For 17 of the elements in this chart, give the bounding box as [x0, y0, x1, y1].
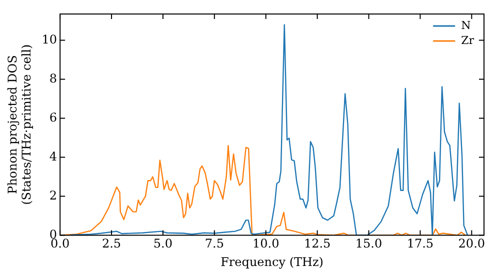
- x-tick-label: 7.5: [204, 236, 224, 251]
- x-tick-label: 10.0: [252, 236, 280, 251]
- x-tick-label: 20.0: [458, 236, 486, 251]
- y-tick-label: 8: [49, 71, 58, 86]
- x-tick-label: 15.0: [355, 236, 382, 251]
- legend-label: Zr: [461, 34, 475, 47]
- x-axis-title: Frequency (THz): [220, 254, 324, 269]
- y-tick-label: 2: [49, 188, 58, 202]
- y-tick-label: 4: [49, 149, 58, 164]
- legend-label: N: [461, 18, 472, 32]
- x-tick-label: 2.5: [102, 236, 122, 251]
- y-tick-label: 10: [42, 32, 58, 46]
- y-axis-title: Phonon projected DOS (States/THz·primitive cell): [5, 44, 34, 205]
- y-tick-label: 6: [49, 110, 58, 124]
- x-tick-label: 5.0: [153, 236, 173, 251]
- x-tick-label: 17.5: [406, 236, 434, 251]
- x-tick-label: 12.5: [304, 236, 331, 251]
